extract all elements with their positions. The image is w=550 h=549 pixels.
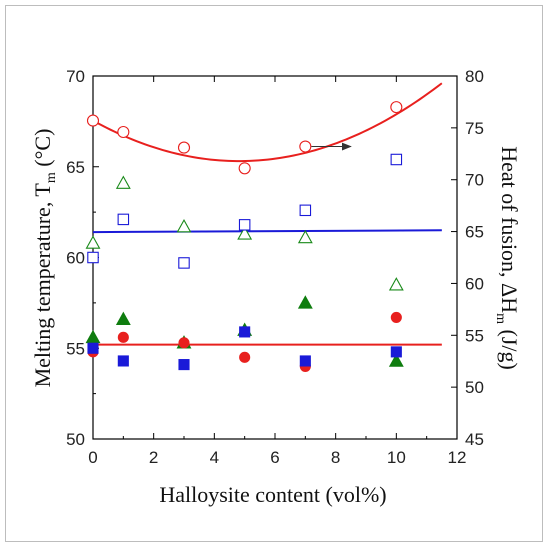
left-y-axis-ticks: 50 55 60 65 70 <box>66 67 99 449</box>
square-filled-point <box>390 346 402 358</box>
square-open-point <box>117 213 130 226</box>
square-filled-point <box>178 359 190 371</box>
right-y-tick-label: 55 <box>465 326 484 345</box>
left-y-tick-label: 55 <box>66 339 85 358</box>
square-open-point <box>178 257 190 269</box>
triangle-filled-point <box>115 311 131 325</box>
circle-filled-point <box>390 311 402 323</box>
triangle-open-point <box>237 226 253 240</box>
chart-frame <box>5 5 543 542</box>
circle-open-point <box>177 141 191 154</box>
circle-filled-point <box>239 351 251 363</box>
left-y-axis-title-sub: m <box>44 172 59 183</box>
circle-filled-point <box>178 337 190 349</box>
triangle-filled-point <box>85 329 101 344</box>
circle-open-point <box>117 125 130 139</box>
left-y-tick-label: 50 <box>66 430 85 449</box>
square-open-point <box>390 153 403 166</box>
square-filled-point <box>299 355 311 367</box>
triangle-filled-point <box>297 295 313 309</box>
plot-axes <box>92 75 458 440</box>
left-y-axis-title-main: Melting temperature, T <box>30 183 55 388</box>
square-open-point <box>299 204 312 217</box>
square-filled-point <box>117 355 129 367</box>
right-y-axis-title-main: Heat of fusion, ΔH <box>497 146 522 313</box>
data-points <box>85 101 404 372</box>
triangle-open-point <box>176 219 192 233</box>
circle-open-point <box>238 162 251 175</box>
right-y-tick-label: 45 <box>465 430 484 449</box>
plot-area-border <box>92 75 458 440</box>
triangle-open-point <box>115 175 131 189</box>
circle-open-point <box>390 101 403 114</box>
square-filled-point <box>87 342 99 354</box>
right-y-tick-label: 70 <box>465 171 484 190</box>
left-y-tick-label: 70 <box>66 67 85 86</box>
right-y-tick-label: 50 <box>465 378 484 397</box>
triangle-open-point <box>85 235 101 249</box>
x-tick-label: 12 <box>448 448 467 467</box>
circle-open-point <box>86 114 100 127</box>
x-tick-label: 6 <box>270 448 279 467</box>
right-y-tick-label: 75 <box>465 119 484 138</box>
linear-fit-line <box>92 229 442 234</box>
triangle-filled-point <box>388 353 404 367</box>
triangle-open-point <box>388 277 404 291</box>
quadratic-fit-line <box>92 82 443 163</box>
right-y-tick-label: 80 <box>465 67 484 86</box>
left-y-axis-title-unit: (°C) <box>30 129 55 173</box>
x-tick-label: 0 <box>88 448 97 467</box>
right-y-axis-title-unit: (J/g) <box>497 324 522 370</box>
left-y-tick-label: 60 <box>66 249 85 268</box>
circle-filled-point <box>117 331 129 343</box>
right-y-axis-ticks: 45 50 55 60 65 70 75 80 <box>451 67 484 449</box>
fit-lines <box>92 82 443 346</box>
square-open-point <box>238 219 251 231</box>
right-y-tick-label: 65 <box>465 223 484 242</box>
x-axis-ticks: 0 2 4 6 8 10 12 <box>88 76 466 467</box>
x-tick-label: 2 <box>149 448 158 467</box>
square-filled-point <box>239 326 251 338</box>
square-open-point <box>87 251 99 264</box>
right-y-axis-title: Heat of fusion, ΔHm (J/g) <box>493 146 522 370</box>
x-tick-label: 4 <box>210 448 219 467</box>
left-y-axis-title: Melting temperature, Tm (°C) <box>30 129 59 388</box>
right-y-tick-label: 60 <box>465 274 484 293</box>
right-y-axis-title-sub: m <box>493 313 508 324</box>
x-axis-title: Halloysite content (vol%) <box>159 482 386 507</box>
triangle-open-point <box>297 229 313 244</box>
circle-open-point <box>299 140 312 153</box>
x-tick-label: 8 <box>331 448 340 467</box>
x-tick-label: 10 <box>387 448 406 467</box>
left-y-tick-label: 65 <box>66 158 85 177</box>
